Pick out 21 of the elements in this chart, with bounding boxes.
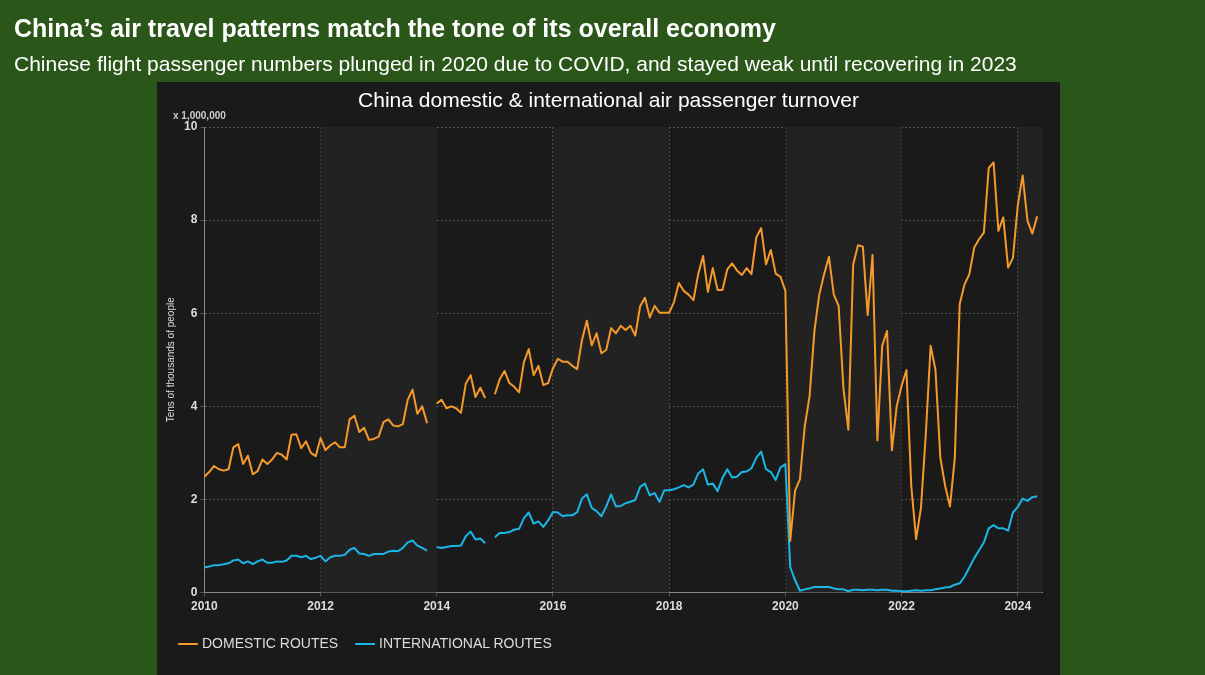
chart-title: China’s air travel patterns match the tone of its overall economy: [14, 14, 776, 43]
x-tick-label: 2010: [191, 599, 219, 614]
x-tick-label: 2016: [539, 599, 567, 614]
x-tick-label: 2024: [1004, 599, 1032, 614]
text: China domestic & international air passenger turnover: [358, 88, 859, 111]
x-tick-label: 2012: [307, 599, 335, 614]
y-tick-label: 0: [190, 584, 198, 599]
y-tick-label: 4: [190, 398, 198, 413]
y-tick-label: 6: [190, 305, 198, 320]
x-tick-label: 2014: [423, 599, 451, 614]
y-tick-label: 10: [183, 119, 198, 134]
text: x 1,000,000: [173, 110, 226, 121]
y-tick-label: 8: [190, 212, 198, 227]
y-tick-label: 2: [190, 491, 198, 506]
legend-label: INTERNATIONAL ROUTES: [379, 634, 552, 651]
y-axis-title: Tens of thousands of people: [164, 296, 176, 423]
x-tick-label: 2018: [655, 599, 683, 614]
x-tick-label: 2022: [888, 599, 916, 614]
legend-label: DOMESTIC ROUTES: [202, 634, 339, 651]
x-tick-label: 2020: [772, 599, 800, 614]
chart-subtitle: Chinese flight passenger numbers plunged in 2020 due to COVID, and stayed weak until recovering in 2023: [14, 52, 1017, 76]
